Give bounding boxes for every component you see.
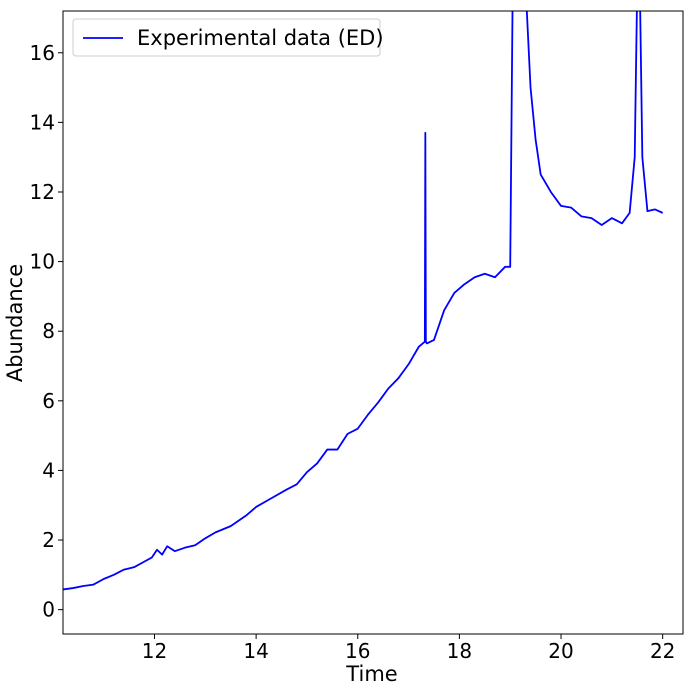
x-axis-label: Time	[345, 662, 397, 686]
x-tick-label: 16	[345, 639, 370, 663]
y-tick-label: 12	[30, 180, 55, 204]
x-tick-label: 14	[243, 639, 268, 663]
series-layer	[63, 11, 664, 591]
plot-background	[63, 11, 683, 634]
y-tick-label: 16	[30, 41, 55, 65]
y-tick-label: 8	[42, 319, 55, 343]
y-axis: 0 2 4 6 8 10 12 14 16	[30, 41, 63, 622]
y-tick-label: 14	[30, 110, 55, 134]
y-tick-label: 6	[42, 389, 55, 413]
y-tick-label: 2	[42, 528, 55, 552]
x-tick-label: 20	[548, 639, 573, 663]
legend: Experimental data (ED)	[72, 18, 384, 57]
y-tick-label: 10	[30, 250, 55, 274]
series-line	[63, 11, 664, 591]
plot-frame	[62, 10, 684, 635]
legend-box	[72, 18, 381, 57]
y-tick-label: 0	[42, 598, 55, 622]
y-tick-label: 4	[42, 458, 55, 482]
legend-label: Experimental data (ED)	[137, 26, 384, 50]
x-tick-label: 22	[650, 639, 675, 663]
x-tick-label: 18	[447, 639, 472, 663]
x-axis: 12 14 16 18 20 22	[142, 634, 675, 663]
y-axis-label: Abundance	[3, 264, 27, 382]
x-tick-label: 12	[142, 639, 167, 663]
